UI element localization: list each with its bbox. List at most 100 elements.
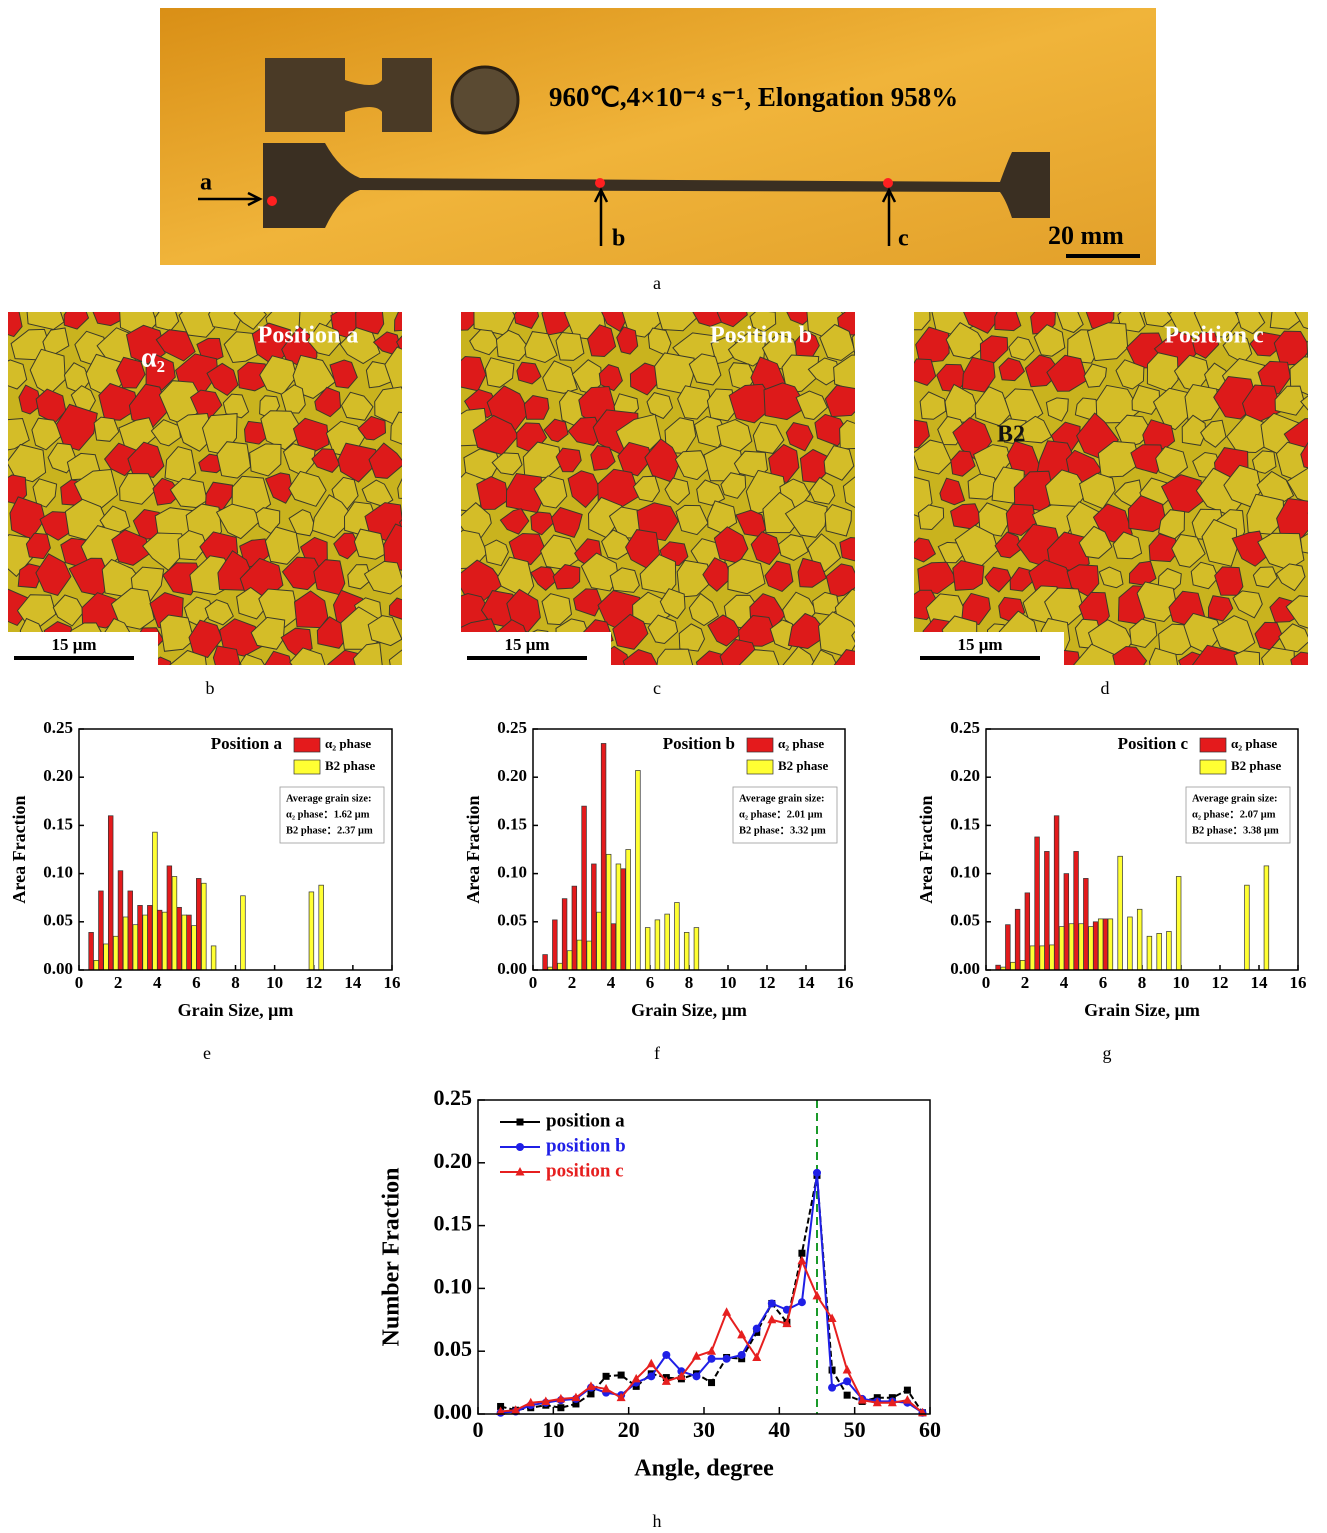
x-tick-label: 60	[919, 1417, 941, 1442]
grain	[819, 323, 855, 362]
point	[843, 1391, 851, 1399]
grain	[216, 441, 252, 479]
point	[707, 1354, 716, 1363]
grain	[1299, 533, 1308, 554]
bar	[1244, 884, 1250, 971]
x-tick-label: 12	[759, 973, 776, 992]
bar	[137, 905, 143, 971]
grain	[646, 392, 674, 420]
x-axis-label: Grain Size, μm	[631, 1000, 747, 1020]
bar	[103, 943, 109, 971]
grain	[961, 592, 991, 626]
grain	[333, 532, 361, 560]
grain	[111, 529, 152, 566]
position-label: Position b	[710, 323, 812, 349]
x-tick-label: 14	[1251, 973, 1269, 992]
grain	[152, 477, 182, 506]
grain	[52, 594, 85, 627]
panel-label: c	[653, 678, 661, 698]
panel-label: e	[203, 1043, 211, 1063]
point	[722, 1307, 732, 1316]
point	[557, 1404, 565, 1412]
panel-label: b	[206, 678, 215, 698]
grain	[93, 416, 120, 442]
grain	[727, 558, 766, 595]
legend-marker	[516, 1143, 524, 1151]
grain	[552, 563, 581, 590]
bar	[635, 770, 641, 971]
position-marker: b	[612, 226, 625, 252]
grain	[1136, 581, 1178, 623]
grain	[288, 470, 327, 507]
point	[842, 1365, 852, 1374]
point	[887, 1397, 897, 1407]
legend-label: α₂ phase	[778, 736, 824, 751]
point	[541, 1396, 551, 1405]
annotation-box	[732, 786, 838, 844]
y-tick-label: 0.25	[950, 718, 980, 737]
grain	[314, 386, 342, 418]
bar	[576, 939, 583, 971]
bar	[561, 898, 568, 971]
panel-label: g	[1103, 1043, 1112, 1063]
phase-label: α₂	[141, 342, 165, 373]
grain	[1192, 331, 1220, 359]
grain	[384, 346, 402, 391]
grain	[1033, 324, 1066, 357]
y-tick-label: 0.25	[497, 718, 527, 737]
grain	[25, 532, 51, 560]
x-tick-label: 8	[231, 973, 240, 992]
grain	[159, 614, 195, 652]
grain	[1171, 533, 1206, 568]
grain	[555, 331, 585, 361]
legend-label: position a	[546, 1110, 625, 1131]
grain	[914, 358, 937, 386]
point	[617, 1371, 625, 1379]
bar	[191, 925, 197, 971]
grain	[811, 649, 838, 665]
grain	[530, 511, 555, 536]
bar	[196, 878, 202, 971]
grain	[851, 333, 855, 359]
panel-label: f	[654, 1043, 660, 1063]
grain	[92, 312, 126, 327]
chart-title: Position b	[663, 734, 735, 753]
bar	[1039, 945, 1045, 971]
plot-frame	[477, 1099, 931, 1415]
grain	[1046, 354, 1088, 392]
point	[571, 1392, 581, 1402]
grain	[917, 504, 945, 531]
bar	[1146, 935, 1153, 971]
point	[661, 1376, 671, 1385]
grain	[998, 357, 1026, 382]
photo-caption: 960℃,4×10⁻⁴ s⁻¹, Elongation 958%	[549, 82, 958, 112]
bar	[683, 932, 690, 971]
point	[646, 1358, 656, 1368]
grain	[363, 560, 402, 595]
y-tick-label: 0.25	[434, 1085, 473, 1110]
y-tick-label: 0.20	[43, 766, 73, 785]
point	[902, 1395, 912, 1404]
grain	[750, 531, 781, 566]
bar	[1175, 876, 1182, 971]
grain	[491, 452, 523, 476]
grain	[914, 439, 952, 475]
grain	[1275, 441, 1308, 482]
scale-bar-label: 15 μm	[957, 635, 1002, 654]
point	[616, 1392, 626, 1402]
grain	[656, 648, 694, 665]
x-tick-label: 30	[693, 1417, 715, 1442]
grain	[237, 361, 271, 392]
grain	[98, 382, 139, 421]
grain	[264, 472, 294, 504]
grain	[1005, 503, 1037, 537]
bar	[674, 902, 680, 971]
grain	[945, 322, 987, 360]
bar	[132, 924, 139, 971]
point	[572, 1400, 580, 1408]
grain	[533, 475, 568, 509]
grain	[963, 312, 998, 334]
point	[511, 1405, 521, 1414]
grain	[1115, 359, 1145, 390]
grain	[311, 494, 355, 539]
